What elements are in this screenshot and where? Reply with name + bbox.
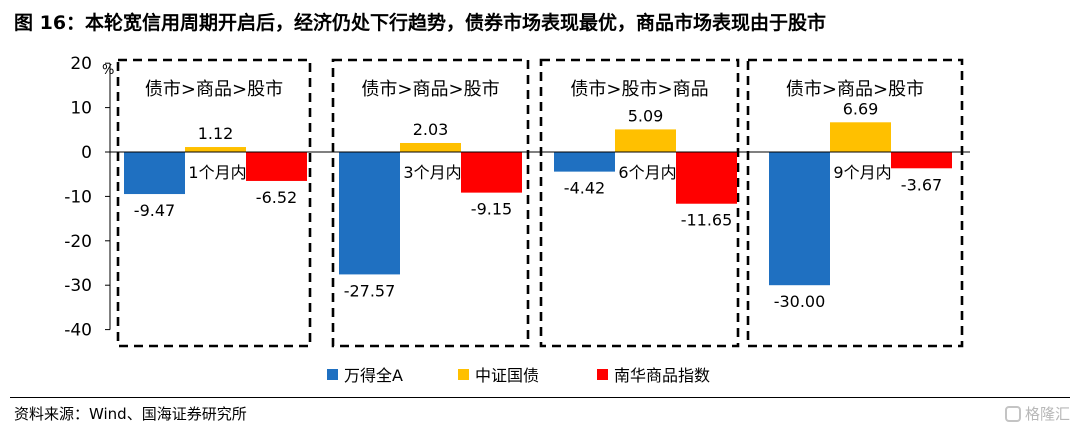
data-label-3-6个月内: -11.65 xyxy=(681,211,733,230)
bar-2-3个月内 xyxy=(400,142,461,152)
data-label-3-9个月内: -3.67 xyxy=(901,175,942,194)
bar-3-1个月内 xyxy=(246,152,307,181)
legend-swatch-1 xyxy=(327,369,338,380)
category-label: 6个月内 xyxy=(618,163,676,182)
watermark-logo: 格隆汇 xyxy=(1004,403,1070,424)
bar-2-9个月内 xyxy=(830,122,891,152)
category-label: 1个月内 xyxy=(188,163,246,182)
data-label-1-3个月内: -27.57 xyxy=(344,281,396,300)
comparison-annotation-4: 债市>商品>股市 xyxy=(786,79,924,100)
y-tick-label: -40 xyxy=(64,321,92,341)
data-label-3-3个月内: -9.15 xyxy=(471,200,512,219)
data-label-2-3个月内: 2.03 xyxy=(413,120,449,139)
bar-3-9个月内 xyxy=(891,152,952,169)
data-label-1-6个月内: -4.42 xyxy=(564,179,605,198)
bar-3-6个月内 xyxy=(676,152,737,204)
bar-1-9个月内 xyxy=(769,152,830,286)
bar-3-3个月内 xyxy=(461,152,522,193)
watermark-icon xyxy=(1004,405,1021,422)
y-tick-label: 10 xyxy=(70,99,92,119)
data-label-1-9个月内: -30.00 xyxy=(774,292,826,311)
y-tick-label: -30 xyxy=(64,276,92,296)
bar-1-3个月内 xyxy=(339,152,400,275)
y-tick-label: -10 xyxy=(64,187,92,207)
source-divider xyxy=(10,397,1070,398)
watermark-text: 格隆汇 xyxy=(1024,405,1070,423)
comparison-annotation-2: 债市>商品>股市 xyxy=(361,79,499,100)
comparison-annotation-3: 债市>股市>商品 xyxy=(570,79,708,100)
legend-swatch-3 xyxy=(597,369,608,380)
category-label: 3个月内 xyxy=(403,163,461,182)
y-tick-label: 20 xyxy=(70,54,92,74)
data-label-1-1个月内: -9.47 xyxy=(134,201,175,220)
y-tick-label: -20 xyxy=(64,232,92,252)
bar-2-1个月内 xyxy=(185,147,246,152)
data-label-2-1个月内: 1.12 xyxy=(198,124,234,143)
source-note: 资料来源：Wind、国海证券研究所 xyxy=(14,405,247,423)
chart-marks: 债市>商品>股市 债市>商品>股市 债市>股市>商品 债市>商品>股市 20 10 0 -10… xyxy=(64,54,970,385)
data-label-2-9个月内: 6.69 xyxy=(843,99,879,118)
bar-1-6个月内 xyxy=(554,152,615,172)
legend-label-3: 南华商品指数 xyxy=(614,366,710,385)
legend-label-2: 中证国债 xyxy=(475,366,539,385)
bar-1-1个月内 xyxy=(124,152,185,195)
data-label-2-6个月内: 5.09 xyxy=(628,106,664,125)
comparison-box-1 xyxy=(116,58,312,348)
comparison-box-2 xyxy=(331,58,530,348)
legend-swatch-2 xyxy=(458,369,469,380)
category-label: 9个月内 xyxy=(833,163,891,182)
y-axis-unit: % xyxy=(102,63,114,78)
data-label-3-1个月内: -6.52 xyxy=(256,188,297,207)
comparison-box-4 xyxy=(746,58,964,348)
comparison-annotation-1: 债市>商品>股市 xyxy=(145,79,283,100)
figure-title: 图 16：本轮宽信用周期开启后，经济仍处下行趋势，债券市场表现最优，商品市场表现… xyxy=(14,12,827,34)
comparison-box-3 xyxy=(539,58,740,348)
legend-label-1: 万得全A xyxy=(344,366,403,385)
bar-2-6个月内 xyxy=(615,129,676,152)
y-tick-label: 0 xyxy=(81,143,92,163)
